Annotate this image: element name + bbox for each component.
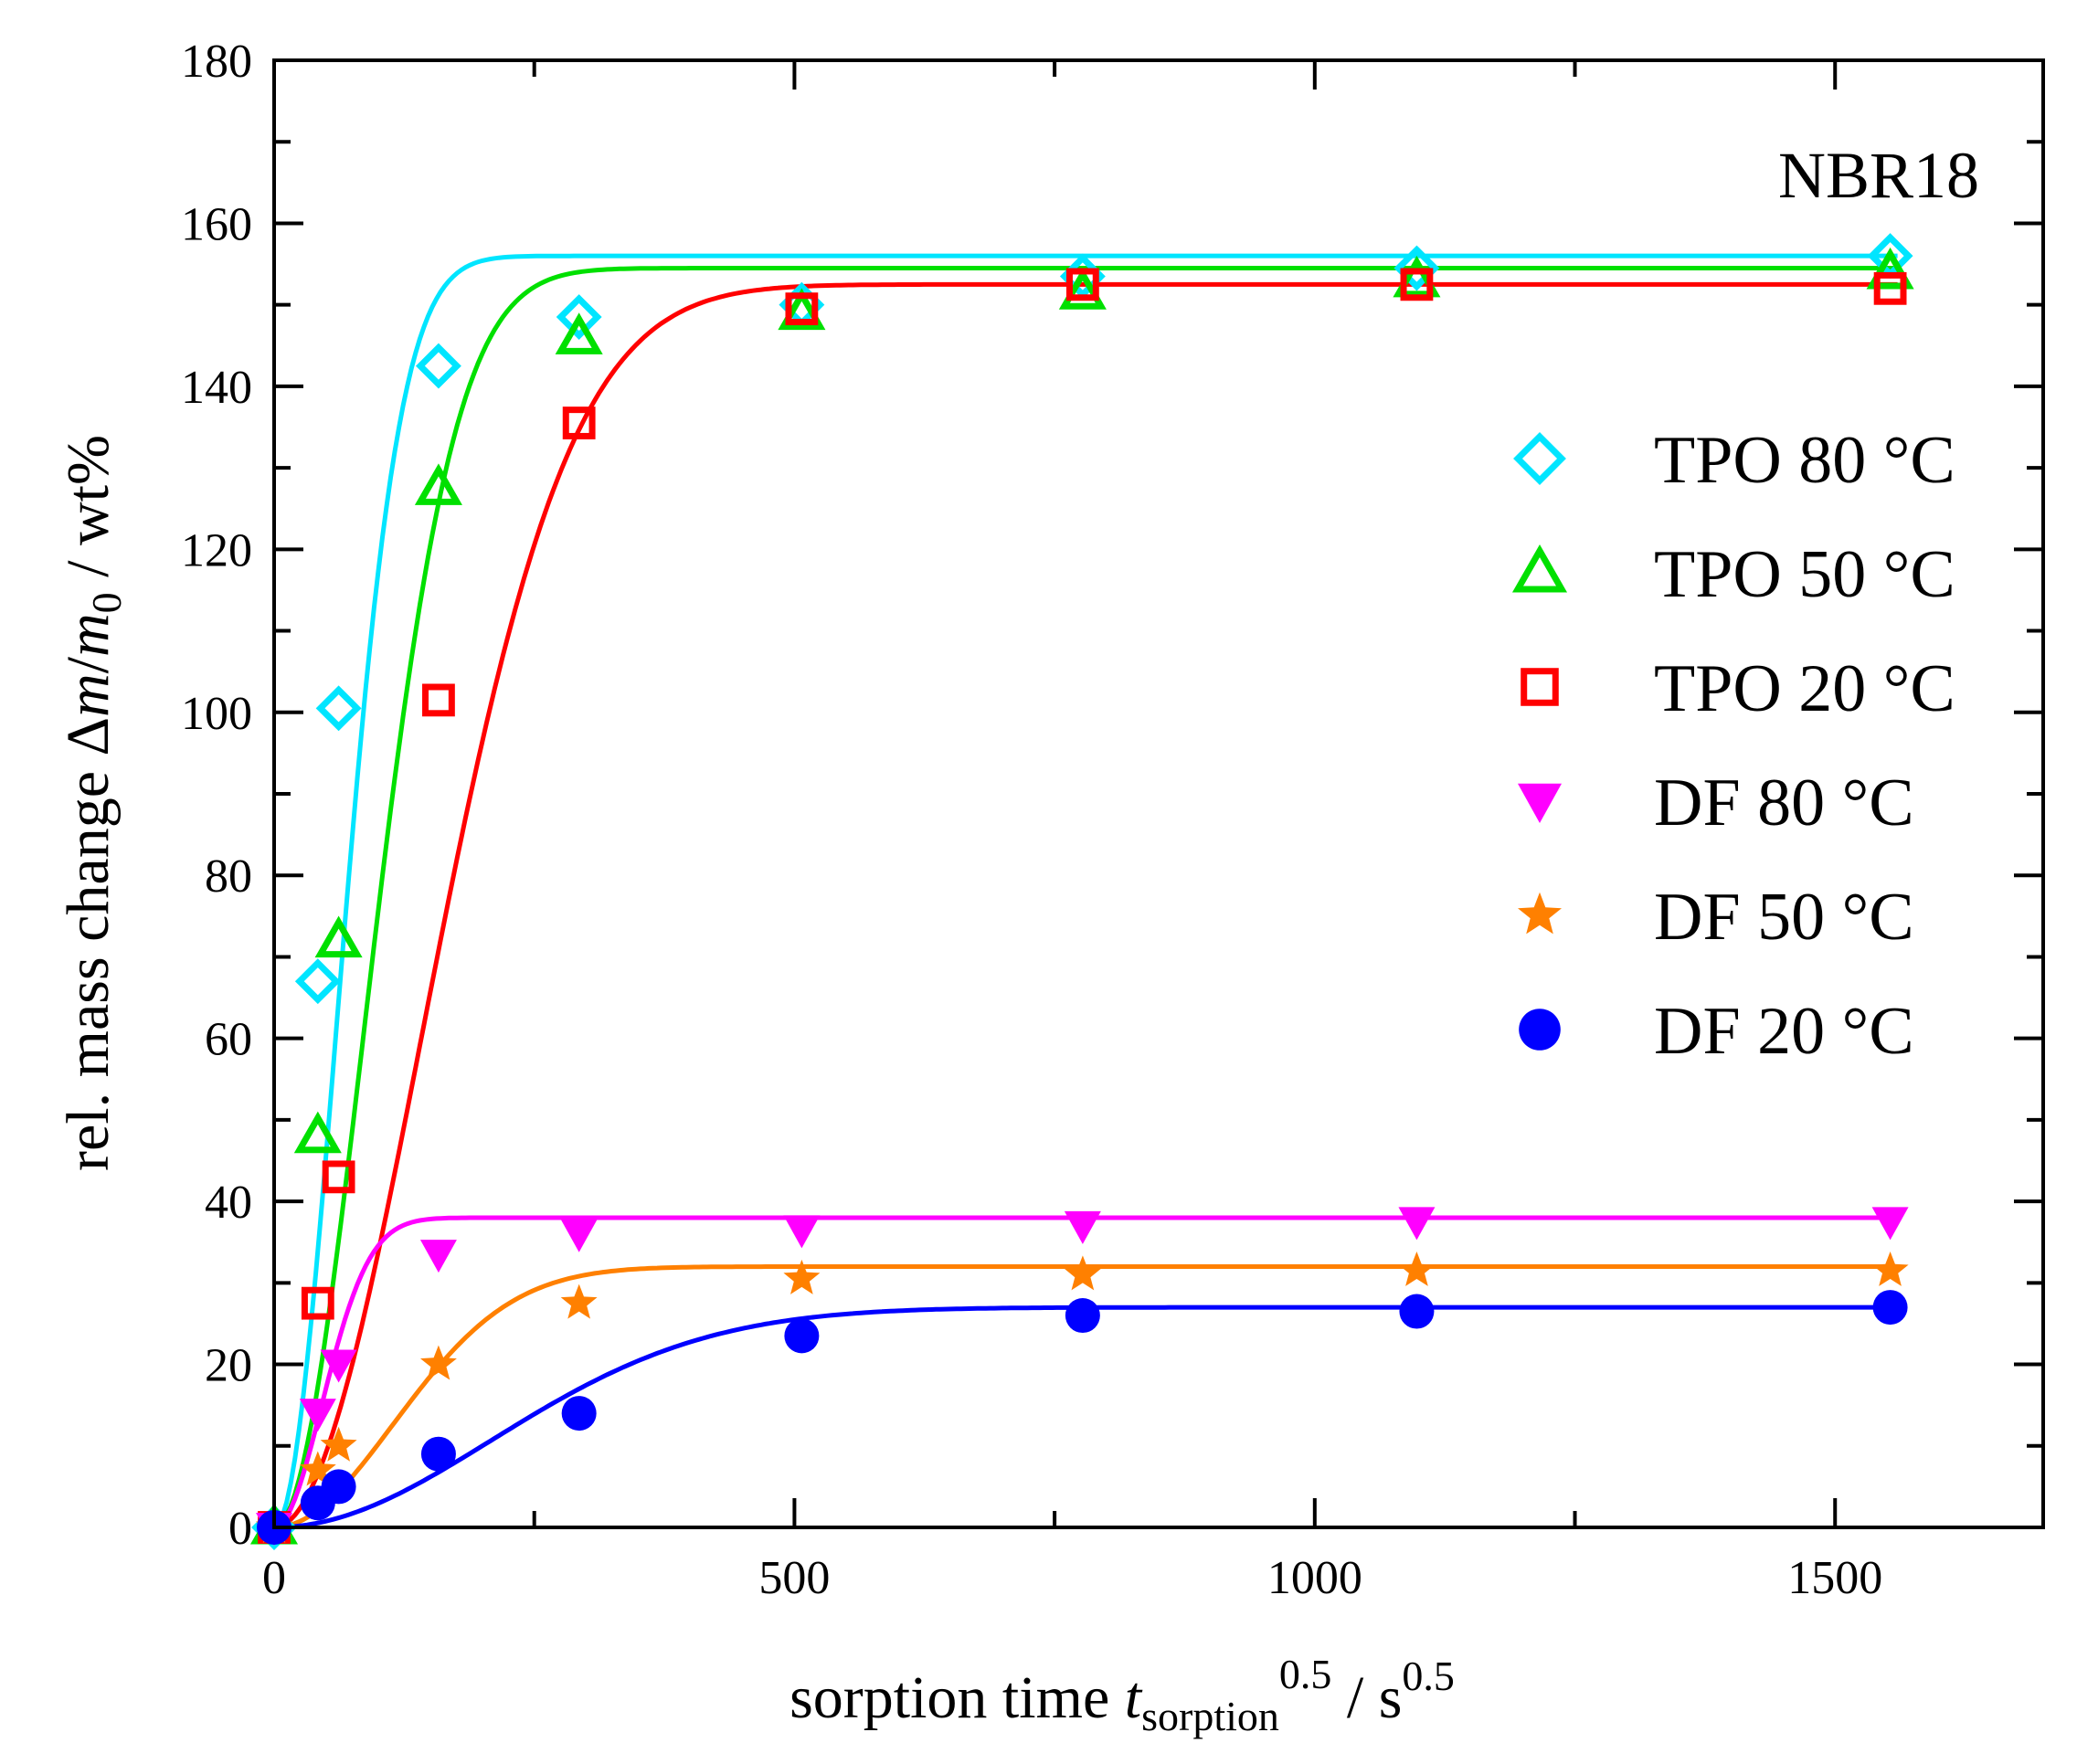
y-tick-label: 180 (181, 36, 252, 88)
fit-curve (274, 1305, 1898, 1530)
data-point (1393, 255, 1441, 298)
legend: TPO 80 °C TPO 50 °C TPO 20 °C DF 80 °C DF 50… (1511, 423, 1955, 1069)
data-point (1871, 1207, 1909, 1241)
y-tick-label: 40 (205, 1177, 252, 1229)
legend-marker (1521, 668, 1559, 706)
x-tick-label: 1000 (1267, 1552, 1362, 1604)
x-axis-title-unit: / s (1331, 1664, 1402, 1731)
data-point (562, 407, 596, 439)
legend-label: DF 20 °C (1654, 994, 1914, 1069)
data-point (1058, 268, 1107, 310)
data-point (1398, 1252, 1436, 1286)
data-point (1065, 268, 1099, 301)
fit-curve (272, 253, 1898, 1530)
data-point (320, 1426, 357, 1462)
data-point (299, 1399, 336, 1432)
x-tick-label: 1500 (1787, 1552, 1882, 1604)
data-point (301, 1286, 334, 1320)
data-point (315, 685, 362, 732)
data-point (1064, 1210, 1101, 1244)
y-tick-label: 20 (205, 1340, 252, 1392)
data-point (294, 958, 341, 1005)
data-point (1065, 1298, 1100, 1334)
data-point (560, 1283, 598, 1319)
data-point (1393, 245, 1440, 291)
x-tick-label: 500 (758, 1552, 830, 1604)
data-point (1871, 1252, 1909, 1286)
y-tick-label: 0 (228, 1503, 252, 1555)
legend-label: DF 80 °C (1654, 766, 1914, 840)
data-point (560, 1219, 598, 1252)
data-point (293, 1111, 342, 1154)
x-axis-title-sub: sorption (1141, 1693, 1279, 1739)
data-point (784, 1318, 820, 1354)
data-point (1400, 268, 1434, 301)
data-point (415, 343, 461, 389)
y-tick-label: 120 (181, 524, 252, 576)
y-tick-label: 140 (181, 362, 252, 414)
legend-marker (1513, 432, 1566, 485)
plot-frame (272, 58, 2045, 1529)
legend-label: TPO 20 °C (1654, 651, 1955, 726)
y-tick-label: 100 (181, 688, 252, 740)
tick-labels: 0 500 1000 1500 0 20 40 60 80 100 120 140 160 180 (181, 36, 1882, 1604)
y-axis-title: rel. mass change Δm/m0 / wt% (55, 435, 130, 1171)
y-axis-title-unit: / wt% (55, 435, 122, 592)
data-point (1398, 1207, 1436, 1241)
data-point (299, 1451, 336, 1486)
legend-label: TPO 50 °C (1654, 537, 1955, 612)
x-axis-title-sup2: 0.5 (1402, 1653, 1455, 1699)
legend-marker (1518, 892, 1562, 935)
data-point (1872, 1290, 1908, 1326)
x-axis-title-sup1: 0.5 (1279, 1651, 1332, 1697)
data-point (555, 312, 603, 354)
y-tick-label: 80 (205, 850, 252, 903)
data-point (556, 294, 602, 340)
data-point (561, 1396, 597, 1431)
x-axis-title-var: t (1125, 1664, 1143, 1731)
data-point (422, 683, 455, 717)
y-axis-title-slash: / (55, 656, 122, 673)
y-axis-title-m1: m (55, 673, 122, 717)
data-point (783, 1259, 821, 1294)
data-point (419, 1240, 457, 1273)
y-axis-title-main: rel. mass change Δ (55, 717, 122, 1171)
data-point (1873, 271, 1907, 305)
y-axis-title-sub: 0 (83, 592, 130, 613)
data-point (314, 915, 363, 958)
legend-marker (1518, 783, 1562, 823)
data-point (783, 1215, 821, 1249)
data-point (1064, 1255, 1101, 1291)
y-tick-label: 160 (181, 198, 252, 250)
data-point (420, 1345, 457, 1380)
data-point (1866, 247, 1914, 290)
x-axis-title: sorption time tsorption0.5 / s0.5 (789, 1651, 1455, 1739)
legend-label: DF 50 °C (1654, 880, 1914, 955)
sample-annotation: NBR18 (1778, 139, 1979, 212)
x-axis-title-main: sorption time (789, 1664, 1125, 1731)
data-point (785, 292, 819, 326)
y-axis-title-m2: m (55, 613, 122, 657)
data-point (420, 1436, 456, 1472)
x-tick-label: 0 (262, 1552, 286, 1604)
axis-ticks (272, 58, 2043, 1529)
data-point (322, 1160, 355, 1194)
data-point (320, 1349, 357, 1383)
legend-marker (1519, 1009, 1561, 1051)
legend-marker (1511, 544, 1568, 593)
data-point (778, 288, 826, 331)
data-point (321, 1469, 356, 1505)
y-tick-label: 60 (205, 1014, 252, 1066)
legend-label: TPO 80 °C (1654, 423, 1955, 498)
data-point (1399, 1294, 1435, 1329)
data-point (414, 463, 462, 505)
data-points (249, 233, 1914, 1550)
